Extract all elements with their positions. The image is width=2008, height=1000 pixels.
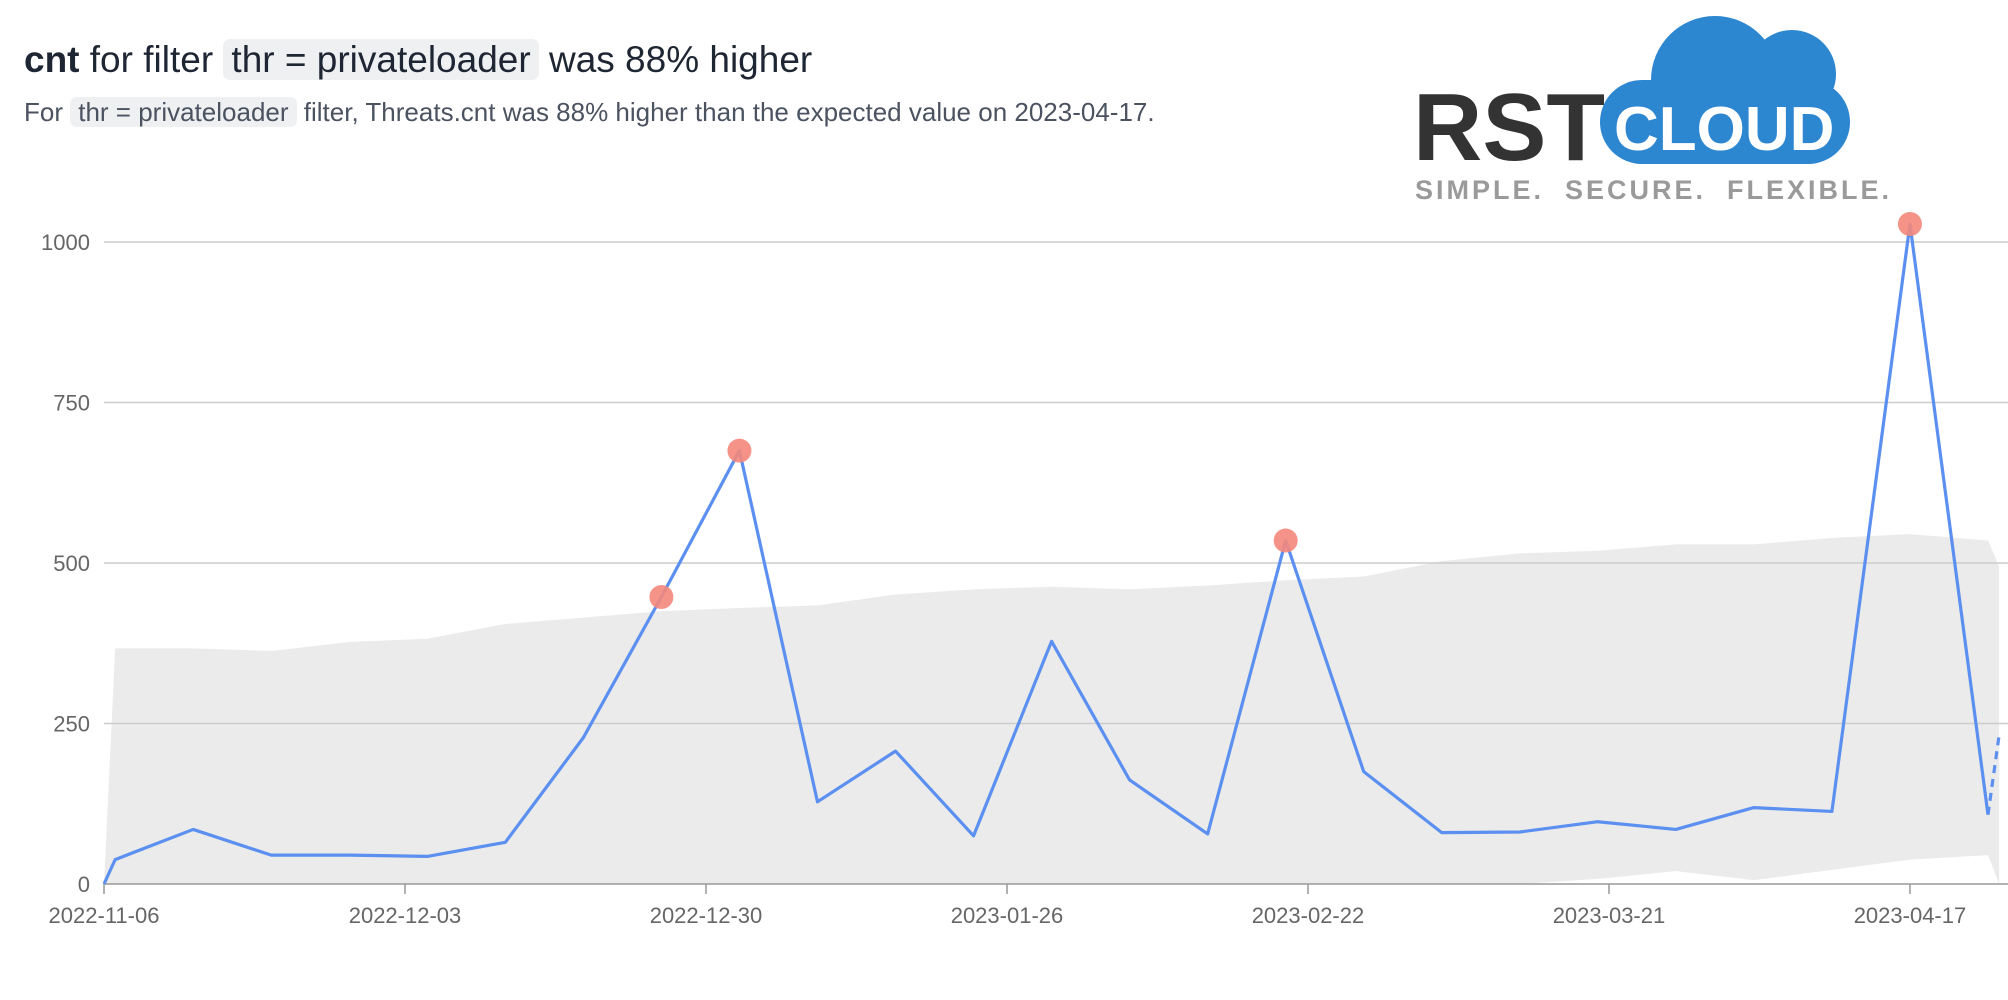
- x-tick-label: 2022-12-03: [349, 903, 462, 928]
- metric: cnt: [24, 39, 80, 80]
- expected-band: [104, 534, 2000, 884]
- y-tick-label: 250: [53, 712, 90, 737]
- subtitle-text: For: [24, 97, 63, 127]
- x-tick-label: 2023-01-26: [951, 903, 1064, 928]
- y-tick-label: 500: [53, 551, 90, 576]
- x-tick-label: 2023-03-21: [1553, 903, 1666, 928]
- title-text: for filter: [89, 39, 214, 80]
- x-tick-label: 2023-04-17: [1854, 903, 1967, 928]
- subtitle-text: filter, Threats.cnt was 88% higher than …: [303, 97, 1155, 127]
- title-text: was 88% higher: [548, 39, 813, 80]
- anomaly-point: [1897, 212, 1922, 237]
- logo-text: RST: [1413, 74, 1605, 181]
- y-tick-label: 750: [53, 391, 90, 416]
- x-tick-label: 2022-12-30: [650, 903, 763, 928]
- y-tick-label: 1000: [41, 230, 90, 255]
- anomaly-point: [727, 438, 752, 463]
- header: cnt for filter thr = privateloader was 8…: [24, 34, 1155, 134]
- logo: RST CLOUD SIMPLE. SECURE. FLEXIBLE.: [1413, 16, 1892, 205]
- logo-tagline: SIMPLE. SECURE. FLEXIBLE.: [1415, 175, 1892, 205]
- logo-text: CLOUD: [1614, 95, 1834, 164]
- anomaly-point: [1273, 528, 1298, 553]
- cloud-shape: [1600, 80, 1850, 164]
- filter-chip: thr = privateloader: [223, 39, 539, 80]
- y-tick-label: 0: [78, 872, 90, 897]
- x-tick-label: 2022-11-06: [49, 903, 160, 928]
- title: cnt for filter thr = privateloader was 8…: [24, 34, 1155, 86]
- subtitle: For thr = privateloader filter, Threats.…: [24, 90, 1155, 134]
- x-tick-label: 2023-02-22: [1252, 903, 1365, 928]
- filter-chip: thr = privateloader: [70, 97, 297, 127]
- line: [102, 222, 1990, 885]
- anomaly-point: [649, 585, 674, 610]
